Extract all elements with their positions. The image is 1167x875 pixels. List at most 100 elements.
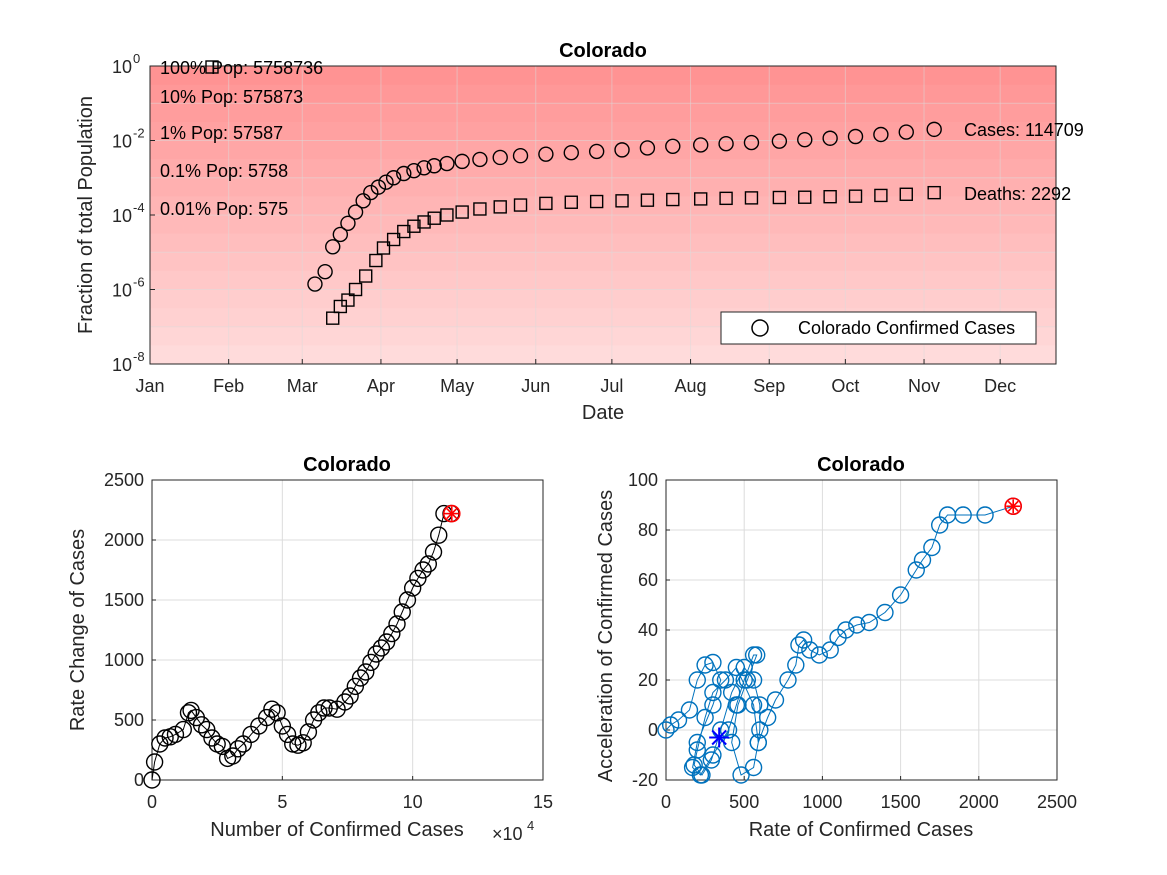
- top-y-tick-base: 10: [112, 132, 132, 152]
- bl-chart-title: Colorado: [303, 454, 391, 476]
- case-circle-marker: [340, 215, 356, 231]
- data-circle-marker: [377, 633, 396, 651]
- population-shading-bands: [150, 66, 1056, 365]
- x-tick-label: 2500: [1037, 792, 1077, 812]
- data-circle-marker: [790, 636, 808, 654]
- x-tick-label: 0: [147, 792, 157, 812]
- data-circle-marker: [954, 506, 972, 524]
- top-y-tick-exponent: -4: [133, 200, 145, 215]
- data-circle-marker: [891, 586, 910, 604]
- top-y-tick-base: 10: [112, 206, 132, 226]
- data-circle-marker: [383, 624, 401, 643]
- case-circle-marker: [454, 153, 470, 170]
- top-x-tick-label: Dec: [984, 376, 1016, 396]
- br-chart-title: Colorado: [817, 454, 905, 476]
- data-circle-marker: [748, 646, 766, 664]
- case-circle-marker: [538, 146, 554, 162]
- shading-band: [150, 121, 1056, 141]
- data-circle-marker: [702, 751, 721, 769]
- pop-label-0-01: 0.01% Pop: 575: [160, 199, 288, 219]
- case-circle-marker: [378, 174, 394, 190]
- case-circle-marker: [718, 136, 734, 152]
- case-circle-marker: [847, 128, 864, 145]
- case-circle-marker: [822, 130, 838, 146]
- centroid-asterisk: [711, 729, 727, 746]
- death-square-marker: [899, 187, 913, 201]
- br-y-axis-label: Acceleration of Confirmed Cases: [595, 490, 617, 782]
- death-square-marker: [440, 208, 454, 222]
- death-square-marker: [326, 311, 340, 325]
- data-circle-marker: [744, 671, 763, 689]
- cases-end-label: Cases: 114709: [964, 120, 1084, 140]
- latest-point-asterisk: [1007, 500, 1019, 512]
- data-circle-marker: [876, 603, 894, 622]
- data-circle-marker: [669, 711, 688, 729]
- data-circle-marker: [657, 721, 675, 739]
- case-circle-marker: [743, 134, 760, 151]
- data-circle-marker: [198, 720, 216, 739]
- y-tick-label: 1500: [104, 590, 144, 610]
- data-circle-marker: [907, 561, 925, 579]
- death-square-marker: [513, 198, 528, 212]
- data-circle-marker: [336, 693, 354, 711]
- data-circle-marker: [722, 683, 741, 702]
- data-circle-marker: [320, 699, 338, 717]
- death-square-marker: [376, 241, 391, 255]
- y-tick-label: 0: [134, 770, 144, 790]
- death-square-marker: [359, 269, 373, 283]
- data-circle-marker: [362, 653, 380, 672]
- death-square-marker: [874, 188, 888, 203]
- deaths-end-label: Deaths: 2292: [964, 184, 1071, 204]
- data-circle-marker: [744, 696, 763, 714]
- death-square-marker: [348, 282, 363, 297]
- bl-x-exponent-base: ×10: [492, 824, 523, 844]
- case-circle-marker: [898, 124, 914, 140]
- br-x-axis-label: Rate of Confirmed Cases: [749, 819, 974, 841]
- data-circle-marker: [294, 734, 312, 752]
- case-circle-marker: [563, 145, 579, 161]
- death-square-marker: [589, 194, 604, 209]
- case-circle-marker: [797, 132, 813, 148]
- data-circle-marker: [299, 723, 318, 741]
- top-y-tick-base: 10: [112, 57, 132, 77]
- bl-y-axis-label: Rate Change of Cases: [67, 529, 89, 731]
- data-circle-marker: [751, 696, 769, 714]
- death-square-marker: [640, 193, 655, 207]
- x-tick-label: 2000: [959, 792, 999, 812]
- data-circle-marker: [732, 766, 750, 784]
- top-x-axis-label: Date: [582, 402, 624, 424]
- data-circle-marker: [923, 538, 941, 557]
- death-square-marker: [615, 194, 629, 208]
- death-square-marker: [798, 190, 812, 204]
- death-square-marker: [386, 232, 401, 247]
- data-circle-marker: [837, 621, 855, 639]
- case-circle-marker: [347, 204, 364, 220]
- data-circle-marker: [419, 555, 438, 573]
- case-circle-marker: [307, 276, 323, 292]
- data-circle-marker: [278, 725, 297, 744]
- data-circle-marker: [749, 733, 767, 752]
- case-circle-marker: [492, 149, 508, 166]
- case-circle-marker: [588, 143, 605, 160]
- death-square-marker: [823, 189, 837, 204]
- pop-label-1: 1% Pop: 57587: [160, 123, 283, 143]
- data-circle-marker: [398, 591, 417, 609]
- shading-band: [150, 66, 1056, 86]
- case-circle-marker: [472, 151, 488, 168]
- y-tick-label: -20: [632, 770, 658, 790]
- population-band-labels: 100% Pop: 5758736 10% Pop: 575873 1% Pop…: [160, 58, 323, 219]
- death-square-marker: [772, 190, 787, 205]
- death-square-marker: [848, 189, 863, 203]
- top-data-markers: [205, 60, 942, 325]
- shading-band: [150, 84, 1056, 104]
- latest-point-asterisk: [446, 508, 458, 520]
- latest-point-circle: [1004, 497, 1023, 516]
- data-circle-marker: [821, 641, 839, 659]
- case-circle-marker: [385, 170, 402, 186]
- top-y-tick-exponent: 0: [133, 51, 140, 66]
- data-circle-marker: [976, 506, 994, 524]
- death-square-marker: [473, 202, 487, 216]
- x-tick-label: 1500: [881, 792, 921, 812]
